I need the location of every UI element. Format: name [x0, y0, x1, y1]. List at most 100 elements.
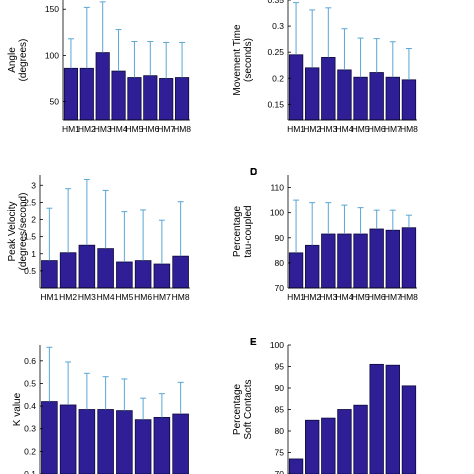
bar-hm8: [172, 255, 189, 289]
y-axis-label: Peak Velocity: [7, 201, 18, 261]
x-tick-label: HM6: [368, 124, 386, 134]
x-tick-label: HM2: [59, 292, 77, 302]
y-tick-label: 80: [275, 258, 285, 268]
panel-letter: F: [250, 337, 256, 348]
y-tick-label: 0.3: [272, 21, 284, 31]
bar-hm7: [385, 364, 400, 474]
panel-f: 70 75 80 85 90 95 100 Percentage Soft Contacts F: [232, 337, 417, 474]
x-tick-label: HM7: [157, 124, 175, 134]
bar-hm4: [97, 248, 114, 289]
bar-hm6: [369, 228, 384, 289]
x-tick-label: HM3: [319, 292, 337, 302]
bar-hm8: [401, 227, 417, 289]
bar-hm1: [41, 401, 58, 474]
bar-hm2: [305, 244, 320, 289]
y-tick-label: 150: [45, 4, 59, 14]
bar-hm7: [153, 417, 171, 474]
bar-hm4: [337, 69, 352, 121]
x-tick-label: HM8: [400, 292, 418, 302]
y-tick-label: 2: [31, 215, 36, 225]
y-tick-label: 0.5: [24, 378, 36, 388]
panel-c: HM1 HM2 HM3 HM4 HM5 HM6 HM7 HM8 0.5 1 1.5 2 2.5 3 Peak…: [7, 167, 257, 302]
bar-hm6: [134, 419, 152, 474]
bar-hm7: [159, 78, 174, 121]
y-tick-label: 75: [275, 448, 285, 458]
y-axis-label: Angle: [7, 47, 18, 73]
x-tick-label: HM8: [173, 124, 191, 134]
y-tick-label: 3: [31, 180, 36, 190]
x-tick-label: HM4: [97, 292, 115, 302]
x-tick-label: HM6: [134, 292, 152, 302]
bar-hm5: [353, 76, 368, 121]
bar-hm5: [127, 77, 142, 121]
panel-e: 0.1 0.2 0.3 0.4 0.5 0.6 K value E: [12, 337, 257, 474]
bar-hm2: [79, 67, 94, 121]
bar-hm4: [111, 70, 126, 121]
bar-hm8: [401, 385, 417, 474]
y-tick-label: 95: [275, 362, 285, 372]
bar-hm4: [97, 409, 114, 474]
x-tick-label: HM6: [368, 292, 386, 302]
bar-hm3: [95, 52, 110, 121]
x-tick-label: HM5: [115, 292, 133, 302]
bar-hm2: [59, 252, 77, 289]
bar-hm1: [41, 260, 58, 289]
bar-hm5: [116, 410, 133, 474]
x-tick-label: HM7: [384, 292, 402, 302]
bar-hm7: [385, 229, 400, 289]
panel-letter: D: [250, 167, 257, 178]
bar-hm7: [385, 76, 400, 121]
bar-hm6: [143, 75, 158, 121]
x-tick-label: HM1: [40, 292, 58, 302]
y-axis-label: tau-coupled: [243, 205, 254, 257]
bar-hm7: [153, 263, 171, 289]
x-tick-label: HM3: [94, 124, 112, 134]
y-axis-label: Soft Contacts: [243, 379, 254, 439]
y-tick-label: 0.4: [24, 401, 36, 411]
x-tick-label: HM1: [62, 124, 80, 134]
x-tick-label: HM5: [352, 292, 370, 302]
y-tick-label: 85: [275, 405, 285, 415]
bar-hm4: [337, 409, 352, 474]
x-tick-label: HM2: [78, 124, 96, 134]
bar-hm8: [401, 79, 417, 121]
x-tick-label: HM8: [172, 292, 190, 302]
bar-hm2: [305, 419, 320, 474]
y-tick-label: 2.5: [24, 197, 36, 207]
y-tick-label: 110: [270, 183, 284, 193]
y-tick-label: 0.35: [267, 0, 284, 5]
y-tick-label: 80: [275, 426, 285, 436]
x-tick-label: HM8: [400, 124, 418, 134]
x-tick-label: HM4: [335, 292, 353, 302]
x-tick-label: HM4: [335, 124, 353, 134]
x-tick-label: HM3: [78, 292, 96, 302]
x-tick-label: HM2: [303, 292, 321, 302]
bar-hm1: [288, 458, 304, 474]
y-axis-label: (degrees/second): [18, 193, 29, 271]
x-tick-label: HM6: [141, 124, 159, 134]
bar-hm3: [78, 244, 96, 289]
y-tick-label: 100: [45, 50, 59, 60]
x-tick-label: HM1: [287, 292, 305, 302]
y-axis-label: Percentage: [232, 383, 243, 435]
y-tick-label: 90: [275, 233, 285, 243]
bar-hm2: [305, 67, 320, 121]
bar-hm6: [134, 260, 152, 289]
x-tick-label: HM5: [352, 124, 370, 134]
y-tick-label: 90: [275, 383, 285, 393]
y-axis-label: Movement Time: [232, 24, 243, 96]
y-tick-label: 100: [270, 208, 284, 218]
y-tick-label: 100: [270, 340, 284, 350]
y-axis-label: (degrees): [18, 39, 29, 82]
bar-hm1: [288, 252, 304, 289]
bar-hm3: [78, 409, 96, 474]
y-tick-label: 0.15: [267, 99, 284, 109]
bar-hm8: [174, 77, 190, 121]
bar-hm3: [321, 417, 336, 474]
bar-hm1: [288, 54, 304, 121]
x-tick-label: HM7: [153, 292, 171, 302]
